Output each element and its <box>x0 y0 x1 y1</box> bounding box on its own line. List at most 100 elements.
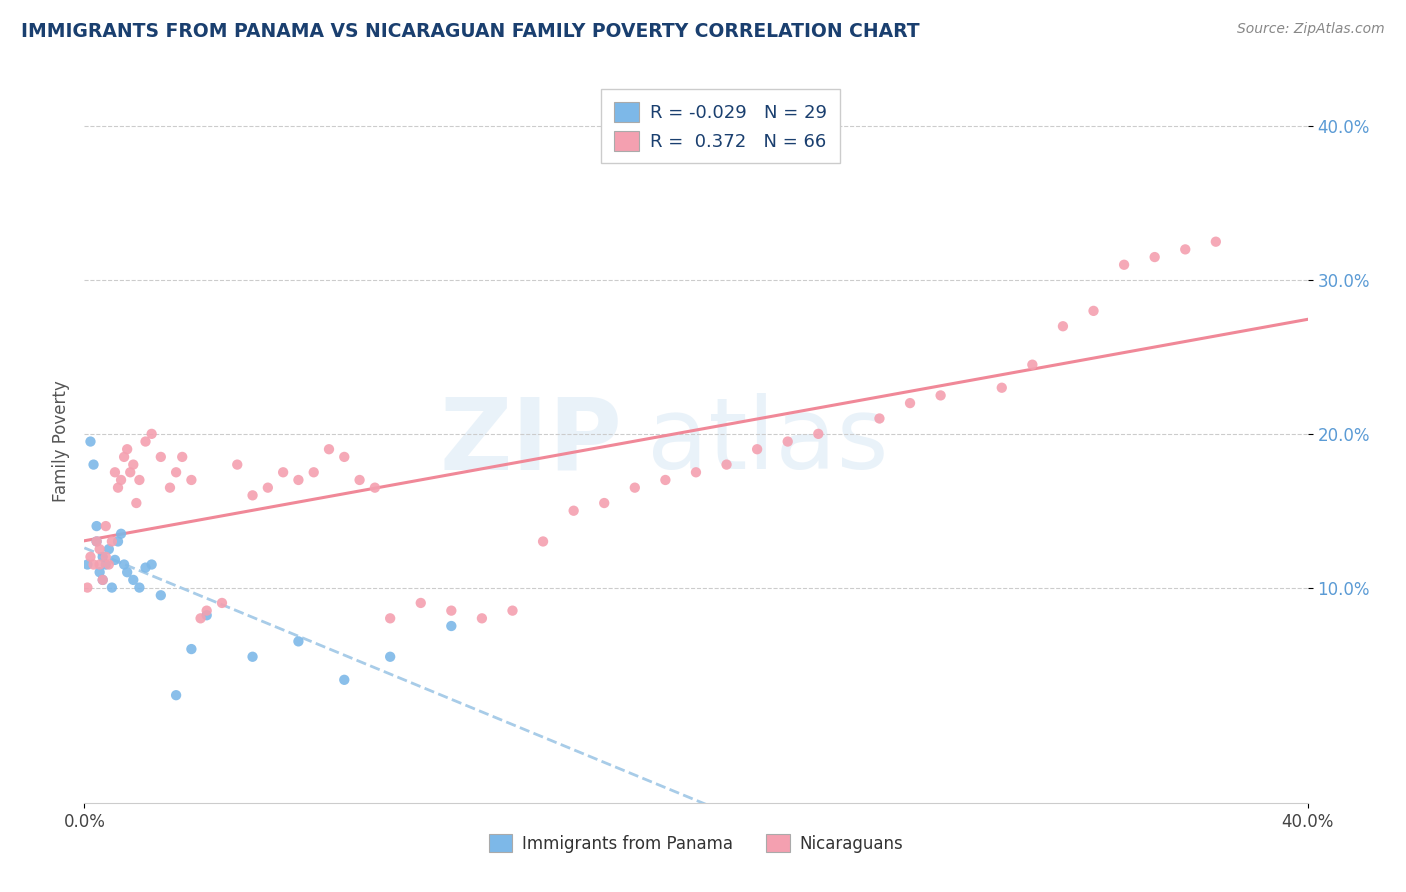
Point <box>86 534 108 549</box>
Point <box>115 442 138 457</box>
Point <box>128 581 150 595</box>
Point <box>211 596 233 610</box>
Point <box>135 434 157 449</box>
Point <box>654 473 676 487</box>
Point <box>562 504 585 518</box>
Point <box>440 619 463 633</box>
Point <box>364 481 387 495</box>
Point <box>94 549 117 564</box>
Point <box>349 473 371 487</box>
Point <box>593 496 616 510</box>
Point <box>287 634 309 648</box>
Point <box>97 542 120 557</box>
Point <box>86 534 108 549</box>
Point <box>333 450 356 464</box>
Point <box>898 396 921 410</box>
Text: atlas: atlas <box>647 393 889 490</box>
Point <box>89 565 111 579</box>
Point <box>112 450 135 464</box>
Point <box>776 434 799 449</box>
Point <box>195 608 218 623</box>
Point <box>380 611 402 625</box>
Point <box>1052 319 1074 334</box>
Point <box>79 434 101 449</box>
Point <box>257 481 280 495</box>
Point <box>91 549 114 564</box>
Point <box>76 581 98 595</box>
Point <box>141 558 163 572</box>
Point <box>104 465 127 479</box>
Point <box>112 558 135 572</box>
Point <box>83 458 105 472</box>
Point <box>471 611 494 625</box>
Point <box>110 473 132 487</box>
Point <box>135 560 157 574</box>
Point <box>104 553 127 567</box>
Point <box>502 604 524 618</box>
Point <box>333 673 356 687</box>
Point <box>86 519 108 533</box>
Point <box>1143 250 1166 264</box>
Point <box>159 481 181 495</box>
Point <box>89 558 111 572</box>
Point <box>624 481 647 495</box>
Point <box>172 450 194 464</box>
Point <box>380 649 402 664</box>
Point <box>991 381 1014 395</box>
Point <box>101 534 124 549</box>
Point <box>165 465 187 479</box>
Point <box>79 549 101 564</box>
Y-axis label: Family Poverty: Family Poverty <box>52 381 70 502</box>
Point <box>409 596 432 610</box>
Point <box>242 488 264 502</box>
Point <box>1205 235 1227 249</box>
Point <box>531 534 554 549</box>
Point <box>97 558 120 572</box>
Point <box>122 458 145 472</box>
Point <box>716 458 738 472</box>
Point <box>128 473 150 487</box>
Point <box>149 450 172 464</box>
Point <box>94 558 117 572</box>
Point <box>122 573 145 587</box>
Point <box>440 604 463 618</box>
Point <box>91 573 114 587</box>
Point <box>89 542 111 557</box>
Point <box>195 604 218 618</box>
Point <box>94 519 117 533</box>
Legend: Immigrants from Panama, Nicaraguans: Immigrants from Panama, Nicaraguans <box>482 828 910 860</box>
Point <box>287 473 309 487</box>
Point <box>149 588 172 602</box>
Point <box>165 688 187 702</box>
Point <box>318 442 340 457</box>
Point <box>190 611 212 625</box>
Point <box>107 481 129 495</box>
Point <box>1083 304 1105 318</box>
Point <box>226 458 249 472</box>
Point <box>115 565 138 579</box>
Point <box>242 649 264 664</box>
Point <box>929 388 952 402</box>
Text: Source: ZipAtlas.com: Source: ZipAtlas.com <box>1237 22 1385 37</box>
Point <box>685 465 707 479</box>
Point <box>110 526 132 541</box>
Point <box>302 465 325 479</box>
Point <box>869 411 891 425</box>
Text: ZIP: ZIP <box>440 393 623 490</box>
Point <box>807 426 830 441</box>
Point <box>76 558 98 572</box>
Point <box>1021 358 1043 372</box>
Text: IMMIGRANTS FROM PANAMA VS NICARAGUAN FAMILY POVERTY CORRELATION CHART: IMMIGRANTS FROM PANAMA VS NICARAGUAN FAM… <box>21 22 920 41</box>
Point <box>125 496 148 510</box>
Point <box>141 426 163 441</box>
Point <box>747 442 769 457</box>
Point <box>271 465 294 479</box>
Point <box>101 581 124 595</box>
Point <box>180 642 202 657</box>
Point <box>1114 258 1136 272</box>
Point <box>107 534 129 549</box>
Point <box>91 573 114 587</box>
Point <box>120 465 142 479</box>
Point <box>83 558 105 572</box>
Point <box>1174 243 1197 257</box>
